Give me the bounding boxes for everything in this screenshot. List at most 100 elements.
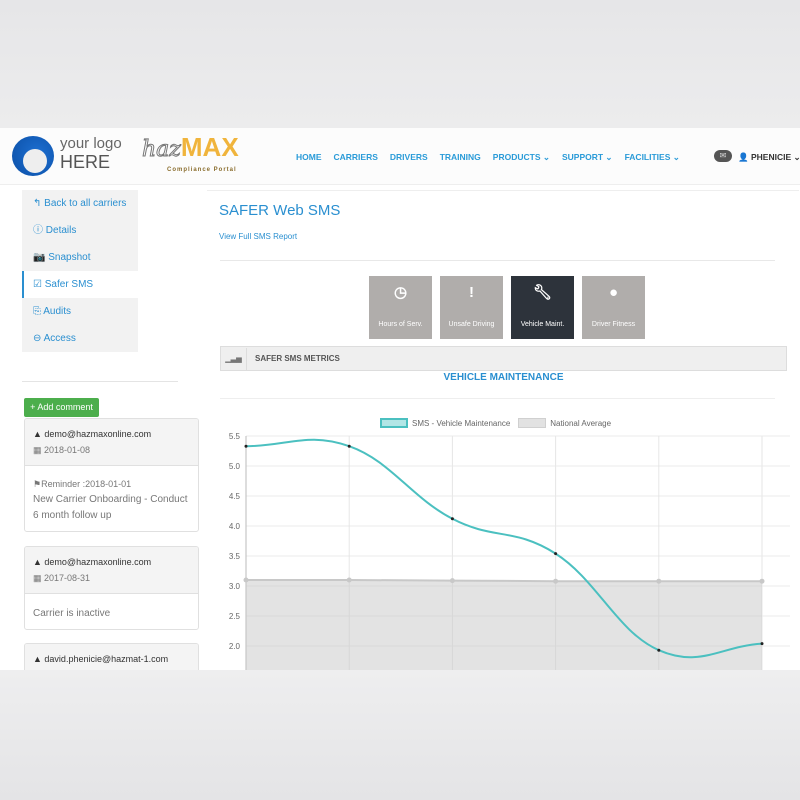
national-average-point xyxy=(449,578,455,584)
logo-line1: your logo xyxy=(60,135,122,152)
reply-icon: ↰ xyxy=(33,198,42,209)
tile-label: Hours of Serv. xyxy=(378,321,423,328)
y-tick-label: 4.0 xyxy=(229,522,241,531)
brand-haz: haz xyxy=(142,137,182,163)
sidebar-label: Audits xyxy=(43,306,72,317)
nav-home[interactable]: HOME xyxy=(296,152,322,162)
minus-circle-icon: ⊖ xyxy=(33,333,42,344)
sidebar-label: Safer SMS xyxy=(44,279,94,290)
y-tick-label: 3.5 xyxy=(229,552,241,561)
y-tick-label: 3.0 xyxy=(229,582,241,591)
nav-products[interactable]: PRODUCTS ⌄ xyxy=(492,152,550,162)
comment-user: ▲ david.phenicie@hazmat-1.com xyxy=(33,654,169,664)
y-tick-label: 2.5 xyxy=(229,612,241,621)
nav-facilities[interactable]: FACILITIES ⌄ xyxy=(624,152,680,162)
checkbox-icon: ☑ xyxy=(33,279,42,290)
user-icon: ● xyxy=(608,284,619,301)
national-average-point xyxy=(553,578,559,584)
sms-line-chart: 5.5 5.0 4.5 4.0 3.5 3.0 2.5 2.0 xyxy=(229,432,790,670)
view-full-report-link[interactable]: View Full SMS Report xyxy=(219,232,298,241)
logo-line2: HERE xyxy=(60,152,111,172)
tile-unsafe-driving[interactable]: ! Unsafe Driving xyxy=(440,276,503,339)
brand-sub: Compliance Portal xyxy=(167,167,237,173)
y-tick-label: 5.0 xyxy=(229,462,241,471)
chart-legend: SMS - Vehicle Maintenance National Avera… xyxy=(380,418,611,428)
national-average-point xyxy=(243,577,249,583)
sidebar-item-access[interactable]: ⊖ Access xyxy=(22,325,138,352)
sidebar-label: Back to all carriers xyxy=(44,198,127,209)
sms-point xyxy=(450,517,454,521)
tile-vehicle-maint[interactable]: 🔧︎ Vehicle Maint. xyxy=(511,276,574,339)
legend-swatch-sms[interactable] xyxy=(380,418,408,428)
copy-icon: ⎘ xyxy=(33,306,41,317)
add-comment-button[interactable]: + Add comment xyxy=(24,398,99,417)
sidebar-label: Access xyxy=(43,333,76,344)
mail-icon[interactable]: ✉ xyxy=(714,150,732,162)
sidebar: ↰ Back to all carriers ⓘ Details 📷 Snaps… xyxy=(22,190,138,352)
background-top xyxy=(0,0,800,128)
sms-point xyxy=(347,444,351,448)
company-logo[interactable]: your logo HERE xyxy=(60,135,122,173)
tile-label: Unsafe Driving xyxy=(448,321,495,328)
comment-card: ▲ david.phenicie@hazmat-1.com xyxy=(24,643,199,670)
nav-support[interactable]: SUPPORT ⌄ xyxy=(561,152,613,162)
content-border xyxy=(207,190,799,191)
sms-line xyxy=(245,438,763,659)
comment-card: ▲ demo@hazmaxonline.com ▦ 2017-08-31 Carr… xyxy=(24,546,199,630)
clock-icon: ◷ xyxy=(393,284,408,301)
national-average-point xyxy=(346,577,352,583)
sidebar-item-details[interactable]: ⓘ Details xyxy=(22,217,138,244)
signal-bars-icon: ▁▃▅ xyxy=(221,348,247,371)
wrench-icon: 🔧︎ xyxy=(532,284,553,301)
national-average-point xyxy=(759,578,765,584)
info-icon: ⓘ xyxy=(33,225,43,236)
sms-point xyxy=(244,444,248,448)
sidebar-item-safer-sms[interactable]: ☑ Safer SMS xyxy=(22,271,138,298)
y-tick-label: 4.5 xyxy=(229,492,241,501)
comment-date: ▦ 2018-01-08 xyxy=(33,445,91,455)
brand-max: MAX xyxy=(180,132,239,162)
sms-point xyxy=(760,642,764,646)
background-bottom xyxy=(0,670,800,800)
page-title: SAFER Web SMS xyxy=(219,202,341,219)
nav-carriers[interactable]: CARRIERS xyxy=(333,152,378,162)
sidebar-item-back[interactable]: ↰ Back to all carriers xyxy=(22,190,138,217)
tile-driver-fitness[interactable]: ● Driver Fitness xyxy=(582,276,645,339)
sms-point xyxy=(554,552,558,556)
comment-reminder: ⚑Reminder :2018-01-01 xyxy=(33,479,132,489)
header: your logo HERE hazMAX Compliance Portal HO… xyxy=(0,128,800,185)
sidebar-item-audits[interactable]: ⎘ Audits xyxy=(22,298,138,325)
y-tick-label: 2.0 xyxy=(229,642,241,651)
sidebar-label: Details xyxy=(45,225,77,236)
tile-label: Driver Fitness xyxy=(591,321,636,328)
national-average-line xyxy=(246,579,762,583)
comment-card: ▲ demo@hazmaxonline.com ▦ 2018-01-08 ⚑Rem… xyxy=(24,418,199,532)
user-name: PHENICIE xyxy=(750,152,792,162)
nav-drivers[interactable]: DRIVERS xyxy=(389,152,428,162)
category-tiles: ◷ Hours of Serv. ! Unsafe Driving 🔧︎ Vehicl… xyxy=(369,276,653,339)
user-menu[interactable]: 👤 PHENICIE ⌄ xyxy=(738,152,800,162)
comment-user: ▲ demo@hazmaxonline.com xyxy=(33,557,152,567)
legend-swatch-national[interactable] xyxy=(518,418,547,428)
exclamation-icon: ! xyxy=(469,284,474,301)
metrics-title: SAFER SMS METRICS xyxy=(255,354,340,363)
legend-label-national: National Average xyxy=(550,418,612,428)
divider xyxy=(220,398,775,399)
user-icon: 👤 xyxy=(738,152,749,162)
national-average-area xyxy=(246,580,762,670)
divider xyxy=(220,260,775,261)
sidebar-item-snapshot[interactable]: 📷 Snapshot xyxy=(22,244,138,271)
camera-icon: 📷 xyxy=(33,252,46,263)
comment-date: ▦ 2017-08-31 xyxy=(33,573,91,583)
section-title: VEHICLE MAINTENANCE xyxy=(443,372,564,383)
page: your logo HERE hazMAX Compliance Portal HO… xyxy=(0,128,800,670)
comment-text: Carrier is inactive xyxy=(33,608,111,619)
comment-user: ▲ demo@hazmaxonline.com xyxy=(33,429,152,439)
nav-training[interactable]: TRAINING xyxy=(439,152,481,162)
tile-hours-of-service[interactable]: ◷ Hours of Serv. xyxy=(369,276,432,339)
hazmax-logo[interactable]: hazMAX Compliance Portal xyxy=(142,132,239,180)
y-tick-label: 5.5 xyxy=(229,432,241,441)
national-average-point xyxy=(656,578,662,584)
legend-label-sms: SMS - Vehicle Maintenance xyxy=(412,418,511,428)
sms-point xyxy=(657,648,661,652)
